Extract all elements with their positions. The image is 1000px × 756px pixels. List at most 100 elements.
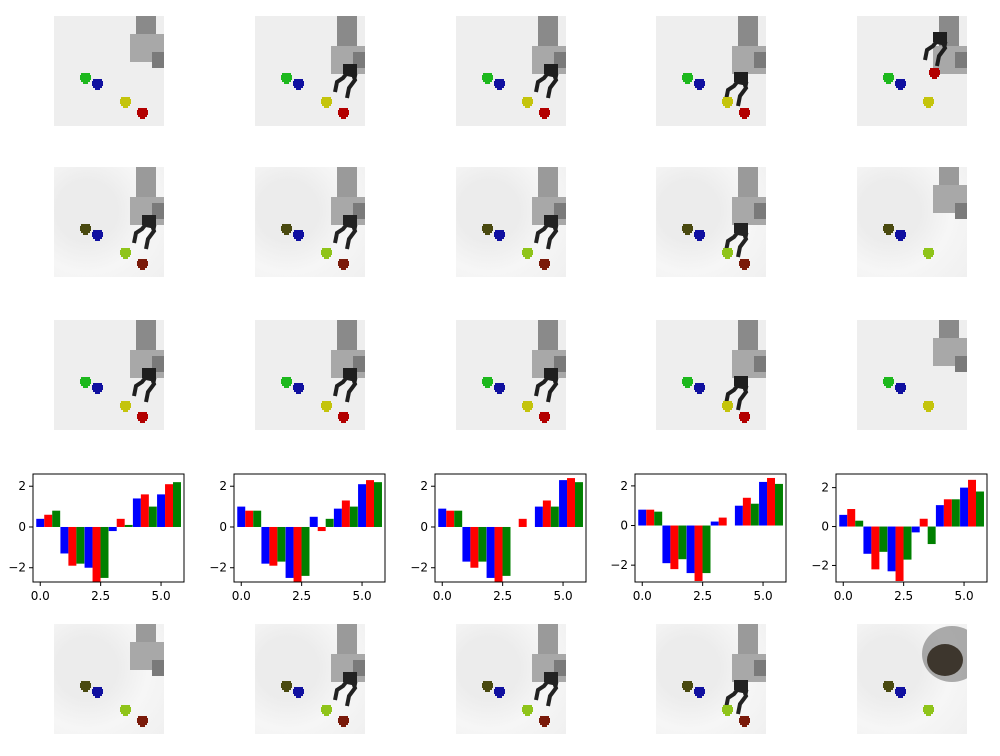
bar bbox=[502, 526, 511, 576]
bar bbox=[478, 526, 487, 562]
cube-icon bbox=[137, 412, 148, 423]
bar bbox=[68, 526, 77, 566]
cube-icon bbox=[92, 79, 103, 90]
bar bbox=[358, 484, 367, 527]
scene-image-tile bbox=[857, 320, 967, 430]
cube-icon bbox=[293, 79, 304, 90]
bar bbox=[140, 494, 149, 527]
bar-chart-panel: 0.0 2.5 5.0 −2 0 2 bbox=[410, 473, 587, 603]
gripper-icon bbox=[132, 215, 157, 250]
cube-icon bbox=[923, 97, 934, 108]
cube-icon bbox=[739, 716, 750, 727]
y-tick-label: 2 bbox=[821, 481, 829, 495]
scene-image-tile bbox=[255, 16, 365, 126]
y-tick-label: −2 bbox=[610, 558, 628, 572]
cube-icon bbox=[80, 681, 91, 692]
robot-arm-icon bbox=[130, 16, 164, 68]
bar bbox=[710, 521, 719, 526]
robot-arm-icon bbox=[933, 167, 967, 219]
cube-icon bbox=[682, 377, 693, 388]
scene-image-tile bbox=[255, 320, 365, 430]
y-tick-label: 0 bbox=[219, 520, 227, 534]
bar bbox=[550, 506, 559, 527]
cube-icon bbox=[92, 687, 103, 698]
robot-arm-icon bbox=[331, 16, 365, 74]
bar bbox=[470, 526, 479, 568]
y-tick-label: 2 bbox=[620, 479, 628, 493]
cube-icon bbox=[321, 97, 332, 108]
bar bbox=[237, 506, 246, 527]
bar bbox=[486, 526, 495, 578]
cube-icon bbox=[682, 224, 693, 235]
cube-icon bbox=[137, 108, 148, 119]
bar bbox=[903, 526, 912, 560]
scene-image-tile bbox=[54, 624, 164, 734]
cube-icon bbox=[494, 687, 505, 698]
scene-svg bbox=[80, 320, 164, 423]
x-tick-label: 2.5 bbox=[292, 589, 311, 603]
bar-chart-panel: 0.0 2.5 5.0 −2 0 2 bbox=[811, 473, 988, 603]
bar bbox=[301, 526, 310, 576]
cube-icon bbox=[338, 108, 349, 119]
bar bbox=[968, 479, 977, 527]
x-tick-label: 2.5 bbox=[693, 589, 712, 603]
robot-arm-icon bbox=[732, 320, 766, 378]
cube-icon bbox=[923, 705, 934, 716]
cube-icon bbox=[883, 377, 894, 388]
x-tick-label: 0.0 bbox=[433, 589, 452, 603]
axes-frame bbox=[434, 473, 587, 583]
scene-image-tile bbox=[857, 167, 967, 277]
bar bbox=[662, 525, 671, 564]
bar bbox=[943, 499, 952, 527]
gripper-icon bbox=[724, 223, 749, 258]
x-tick-label: 5.0 bbox=[955, 589, 974, 603]
cube-icon bbox=[120, 705, 131, 716]
bar bbox=[317, 526, 326, 532]
cube-icon bbox=[539, 716, 550, 727]
cube-icon bbox=[522, 97, 533, 108]
scene-svg bbox=[482, 167, 566, 270]
cube-icon bbox=[321, 401, 332, 412]
gripper-icon bbox=[534, 368, 559, 403]
bar bbox=[702, 525, 711, 574]
cube-icon bbox=[929, 68, 940, 79]
gripper-icon bbox=[132, 368, 157, 403]
gripper-icon bbox=[534, 672, 559, 707]
bar bbox=[269, 526, 278, 566]
scene-image-tile bbox=[456, 167, 566, 277]
bar bbox=[775, 483, 783, 526]
bar bbox=[124, 524, 133, 527]
cube-icon bbox=[80, 377, 91, 388]
bar bbox=[446, 510, 455, 527]
cube-icon bbox=[281, 73, 292, 84]
scene-image-tile bbox=[656, 16, 766, 126]
bar bbox=[759, 481, 768, 526]
bar bbox=[575, 482, 583, 527]
bar bbox=[454, 510, 463, 527]
scene-svg bbox=[482, 624, 566, 727]
x-tick-label: 0.0 bbox=[232, 589, 251, 603]
bar bbox=[293, 526, 302, 582]
bar bbox=[325, 518, 334, 527]
cube-icon bbox=[722, 248, 733, 259]
x-tick-label: 5.0 bbox=[554, 589, 573, 603]
scene-svg bbox=[482, 320, 566, 423]
cube-icon bbox=[80, 224, 91, 235]
bar bbox=[879, 526, 888, 552]
y-tick-label: −2 bbox=[410, 561, 428, 575]
x-tick-label: 0.0 bbox=[31, 589, 50, 603]
bar-chart-svg: 0.0 2.5 5.0 −2 0 2 bbox=[610, 473, 787, 603]
cube-icon bbox=[281, 681, 292, 692]
bar bbox=[839, 514, 848, 527]
bar bbox=[116, 518, 125, 527]
cube-icon bbox=[482, 681, 493, 692]
cube-icon bbox=[539, 259, 550, 270]
bar bbox=[76, 526, 85, 564]
robot-arm-icon bbox=[732, 16, 766, 74]
bar bbox=[309, 516, 318, 527]
scene-svg bbox=[281, 16, 365, 119]
x-tick-label: 0.0 bbox=[633, 589, 652, 603]
bar bbox=[638, 509, 647, 526]
cube-icon bbox=[923, 248, 934, 259]
gripper-icon bbox=[333, 64, 358, 99]
